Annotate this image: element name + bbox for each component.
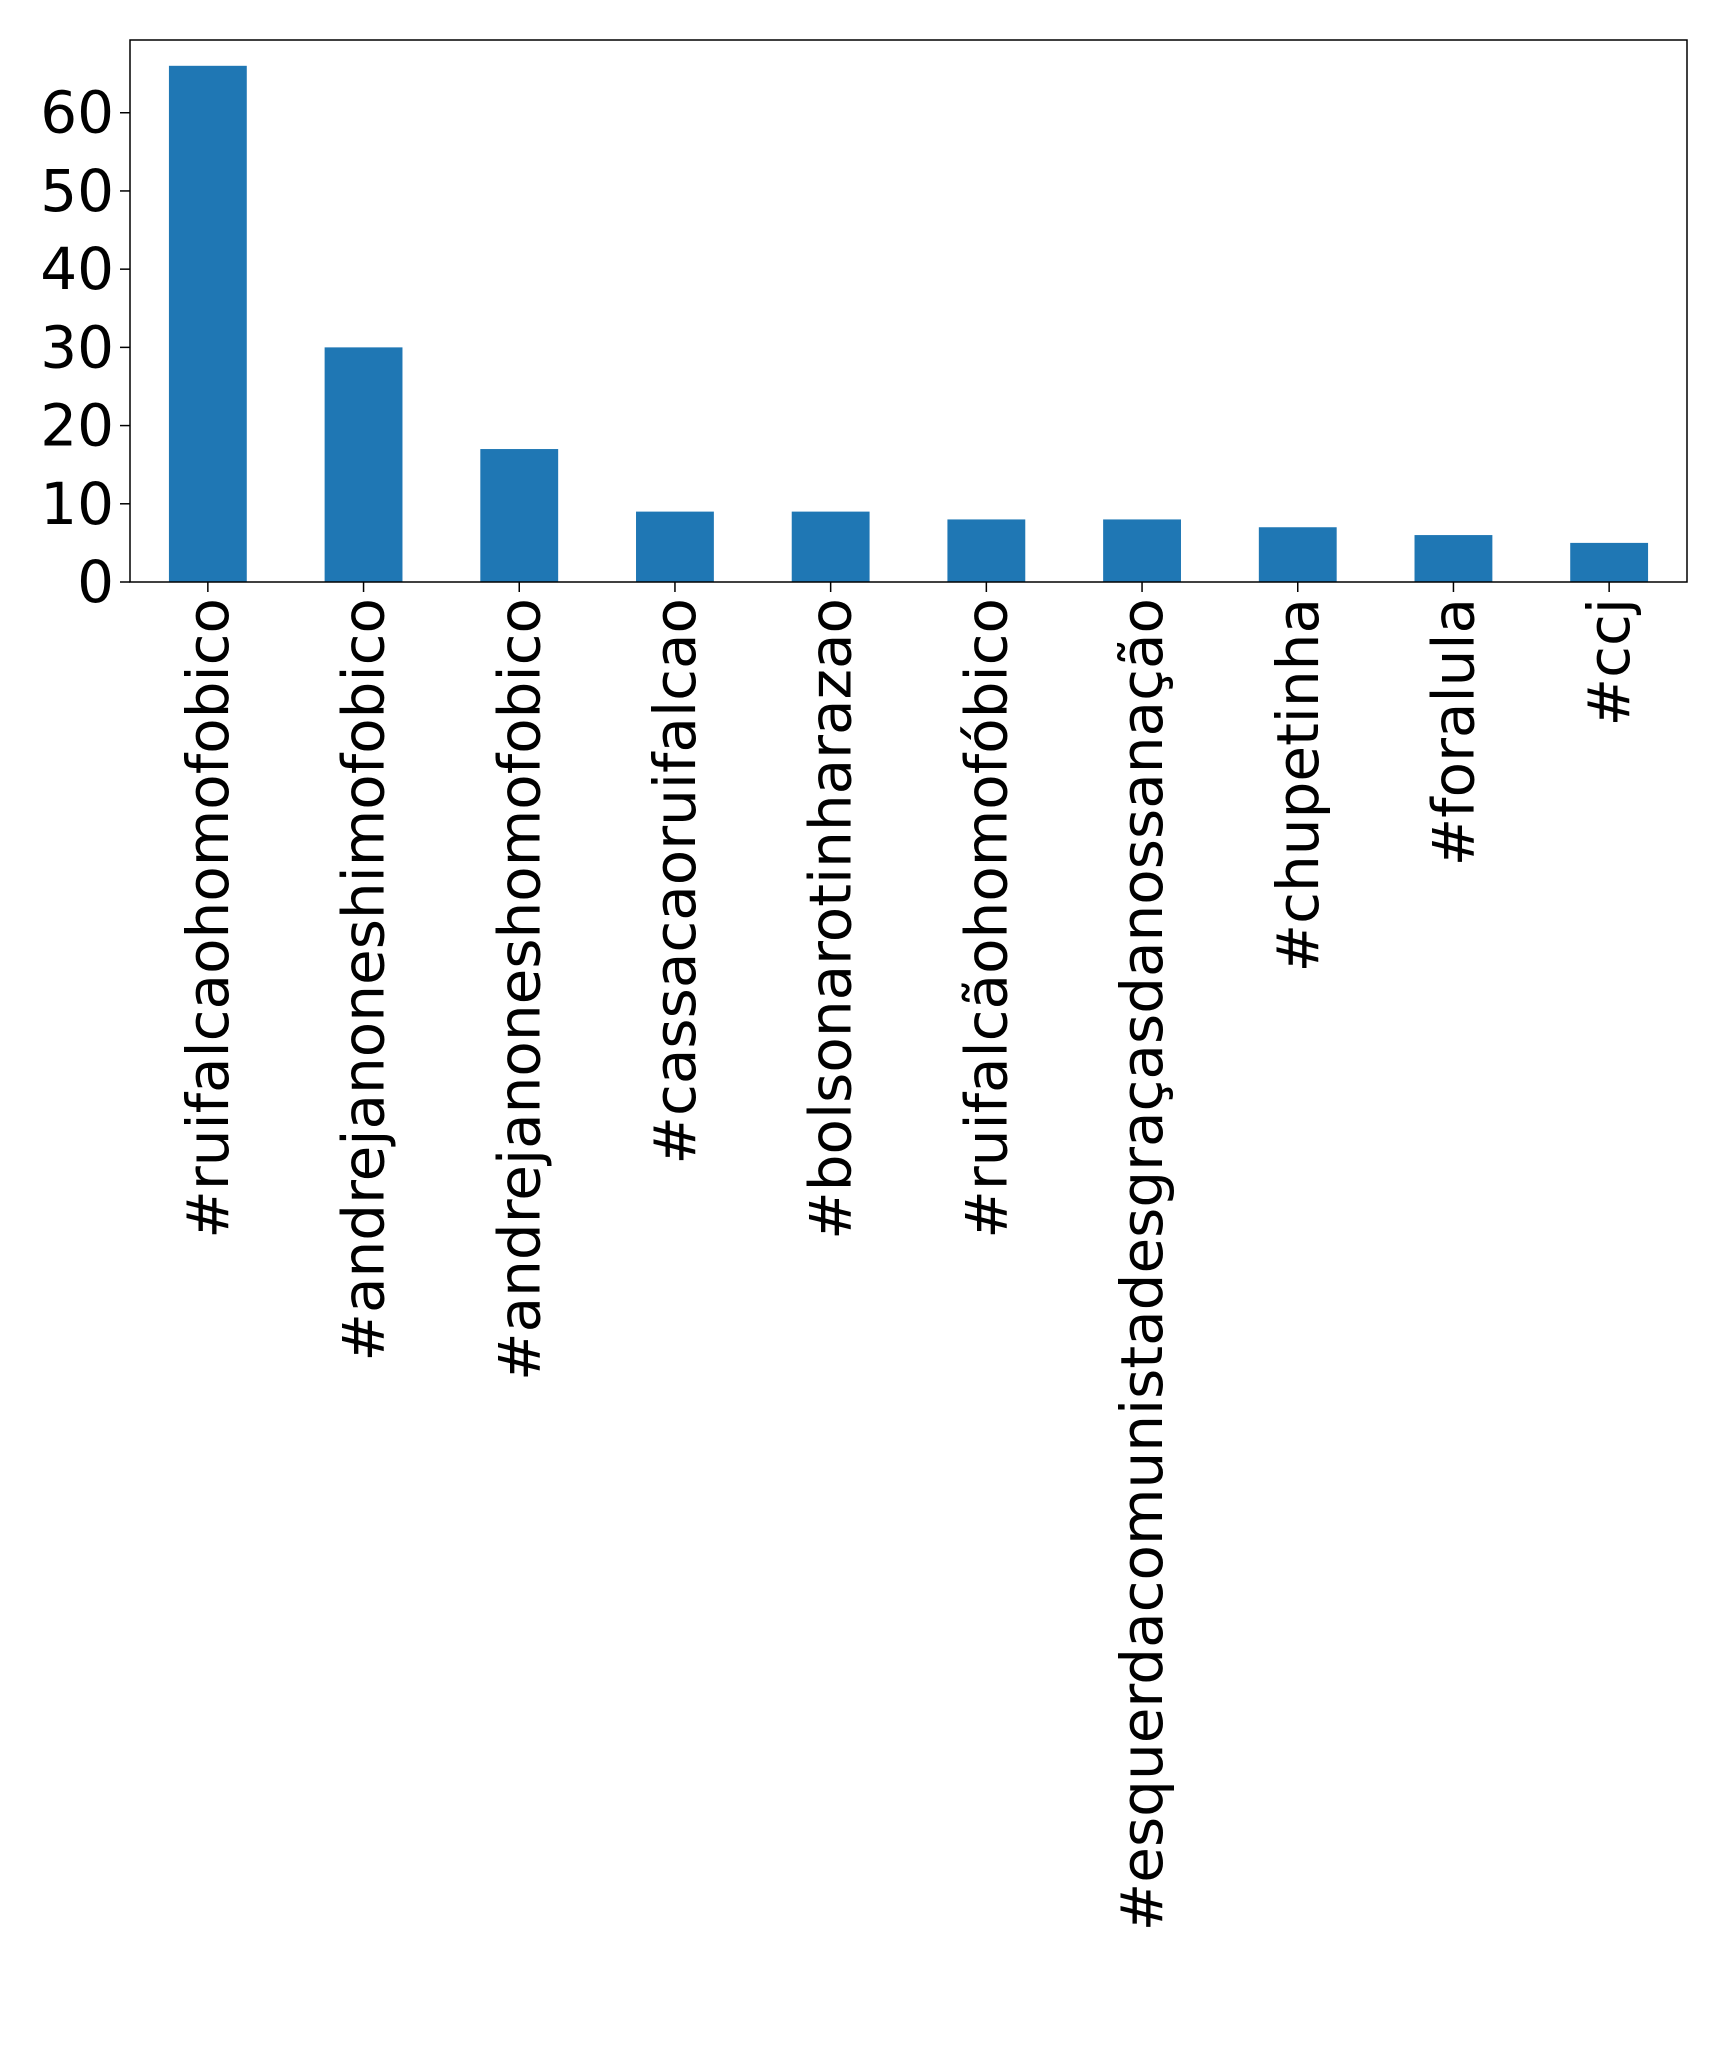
x-tick-label: #cassacaoruifalcao: [641, 598, 709, 1165]
bar: [1414, 535, 1493, 582]
x-tick-label: #bolsonarotinharazao: [797, 598, 865, 1240]
bar: [1103, 519, 1181, 582]
y-tick-label: 60: [40, 79, 114, 147]
bar: [636, 511, 714, 582]
bar: [480, 449, 559, 582]
bars: [168, 65, 1649, 582]
x-tick-label: #ruifalcãohomofóbico: [952, 598, 1020, 1239]
bar: [791, 511, 870, 582]
x-tick-label: #andrejanoneshimofobico: [330, 598, 398, 1362]
bar: [947, 519, 1026, 582]
y-tick-label: 40: [40, 235, 114, 303]
x-tick-label: #foralula: [1419, 598, 1487, 866]
x-tick-label: #andrejanoneshomofobico: [485, 598, 553, 1381]
bar: [168, 65, 247, 582]
x-tick-label: #chupetinha: [1264, 598, 1332, 972]
y-tick-label: 20: [40, 392, 114, 460]
bar: [1258, 527, 1337, 582]
y-tick-label: 10: [40, 470, 114, 538]
x-tick-label: #ccj: [1575, 598, 1643, 727]
y-axis: 0 10 20 30 40 50 60: [40, 79, 130, 616]
y-tick-label: 30: [40, 313, 114, 381]
plot-frame: [129, 39, 1688, 583]
y-tick-label: 50: [40, 157, 114, 225]
bar: [1570, 542, 1649, 582]
bar: [324, 347, 403, 582]
x-tick-label: #esquerdacomunistadesgraçasdanossanação: [1108, 598, 1176, 1931]
y-tick-label: 0: [77, 548, 114, 616]
x-tick-label: #ruifalcaohomofobico: [174, 598, 242, 1239]
x-axis: #ruifalcaohomofobico #andrejanoneshimofob…: [174, 582, 1643, 1931]
